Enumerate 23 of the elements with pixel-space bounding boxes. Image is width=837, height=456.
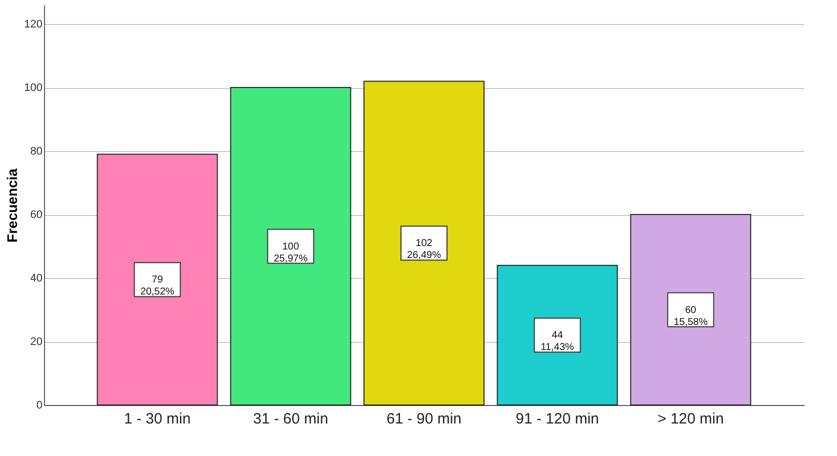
data-label: 60 15,58% bbox=[674, 304, 708, 328]
y-tick-label: 60 bbox=[30, 209, 42, 222]
bar bbox=[364, 80, 484, 406]
y-axis-title: Frecuencia bbox=[4, 168, 20, 242]
data-label: 100 25,97% bbox=[274, 241, 308, 264]
data-label: 102 26,49% bbox=[407, 238, 442, 262]
y-tick-label: 20 bbox=[30, 336, 42, 348]
y-tick-label: 100 bbox=[24, 82, 42, 94]
bar bbox=[496, 264, 618, 406]
x-tick-label: > 120 min bbox=[658, 410, 724, 428]
data-label: 79 20,52% bbox=[140, 274, 174, 298]
bar bbox=[230, 87, 352, 406]
data-label: 44 11,43% bbox=[540, 330, 574, 354]
bar bbox=[96, 154, 218, 406]
x-tick-label: 31 - 60 min bbox=[253, 410, 328, 428]
y-tick-label: 120 bbox=[24, 18, 42, 31]
x-tick-label: 91 - 120 min bbox=[516, 410, 600, 428]
x-tick-label: 1 - 30 min bbox=[124, 410, 191, 428]
y-tick-label: 0 bbox=[36, 400, 42, 412]
bar bbox=[630, 214, 752, 406]
y-tick-label: 40 bbox=[30, 272, 42, 285]
x-tick-label: 61 - 90 min bbox=[386, 410, 462, 428]
y-tick-label: 80 bbox=[30, 146, 42, 158]
